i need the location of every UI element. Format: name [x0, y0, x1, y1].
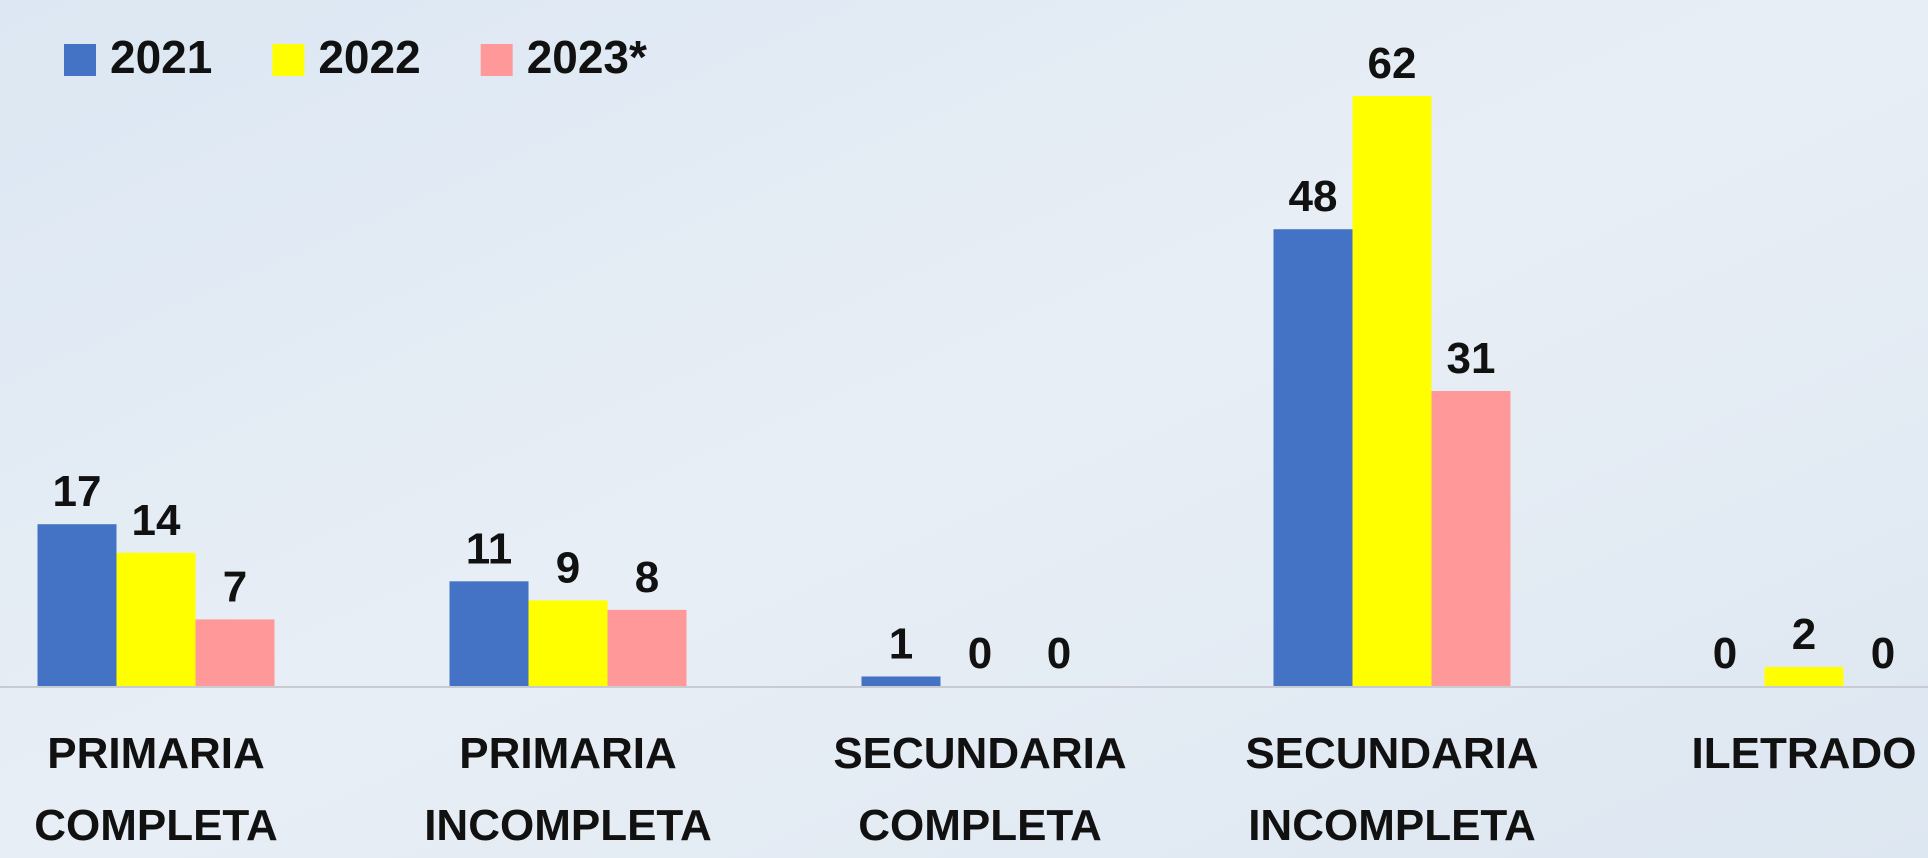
legend-label: 2023*: [527, 31, 647, 83]
data-label: 48: [1289, 172, 1338, 221]
x-tick-label: SECUNDARIA COMPLETA: [833, 729, 1126, 850]
x-tick-label: ILETRADO: [1692, 729, 1917, 778]
data-label: 62: [1368, 39, 1417, 88]
bar: [607, 609, 687, 686]
data-label: 0: [1713, 629, 1737, 678]
bar: [1764, 666, 1844, 686]
x-tick-label: PRIMARIA INCOMPLETA: [424, 729, 712, 850]
data-label: 31: [1447, 334, 1496, 383]
data-label: 0: [1047, 629, 1071, 678]
bar: [116, 552, 196, 686]
bar: [528, 600, 608, 686]
bar: [861, 676, 941, 686]
legend-swatch: [272, 44, 305, 76]
x-tick-label: PRIMARIA COMPLETA: [34, 729, 278, 850]
bar: [1352, 96, 1432, 686]
bar: [1273, 229, 1353, 686]
bar: [449, 581, 529, 686]
legend-swatch: [64, 44, 96, 76]
bar: [195, 619, 275, 686]
data-label: 0: [1871, 629, 1895, 678]
data-label: 17: [53, 467, 102, 516]
data-label: 1: [889, 619, 913, 668]
data-label: 2: [1792, 610, 1816, 659]
legend-label: 2021: [110, 31, 212, 83]
data-label: 8: [635, 553, 659, 602]
x-tick-label: SECUNDARIA INCOMPLETA: [1245, 729, 1538, 850]
bar: [37, 524, 117, 686]
bar: [1431, 391, 1511, 686]
data-label: 0: [968, 629, 992, 678]
legend-swatch: [480, 44, 513, 76]
data-label: 11: [466, 524, 513, 573]
data-label: 7: [223, 562, 247, 611]
data-label: 9: [556, 543, 580, 592]
legend-label: 2022: [318, 31, 420, 83]
data-label: 14: [132, 496, 181, 545]
